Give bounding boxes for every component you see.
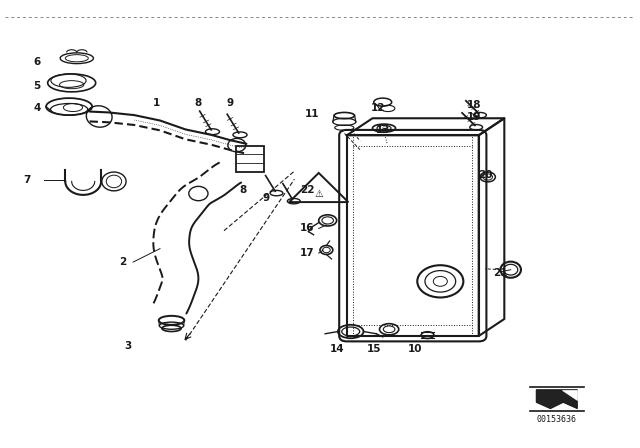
Text: 5: 5 xyxy=(33,81,41,91)
Text: 9: 9 xyxy=(262,193,269,203)
Text: 13: 13 xyxy=(376,125,390,135)
Text: 21: 21 xyxy=(493,268,508,278)
Polygon shape xyxy=(562,390,577,400)
Text: ⚠: ⚠ xyxy=(314,189,323,199)
Text: 4: 4 xyxy=(33,103,41,113)
Text: 14: 14 xyxy=(330,344,344,353)
Text: 2: 2 xyxy=(119,257,127,267)
Text: 18: 18 xyxy=(467,100,481,110)
Text: 19: 19 xyxy=(467,112,481,122)
Text: 6: 6 xyxy=(33,57,41,67)
Text: 22: 22 xyxy=(300,185,314,195)
Text: 9: 9 xyxy=(227,98,234,108)
Text: 8: 8 xyxy=(239,185,247,195)
Text: 8: 8 xyxy=(195,98,202,108)
Text: 7: 7 xyxy=(23,175,31,185)
Text: 11: 11 xyxy=(305,109,319,119)
Polygon shape xyxy=(536,390,577,409)
Text: 16: 16 xyxy=(300,224,314,233)
Text: 20: 20 xyxy=(478,170,492,180)
Text: 17: 17 xyxy=(300,248,314,258)
Text: 1: 1 xyxy=(153,98,161,108)
Text: 10: 10 xyxy=(408,344,422,353)
Text: 3: 3 xyxy=(124,341,132,351)
Text: 00153636: 00153636 xyxy=(537,415,577,424)
Text: 15: 15 xyxy=(367,344,381,353)
Text: 12: 12 xyxy=(371,103,385,113)
